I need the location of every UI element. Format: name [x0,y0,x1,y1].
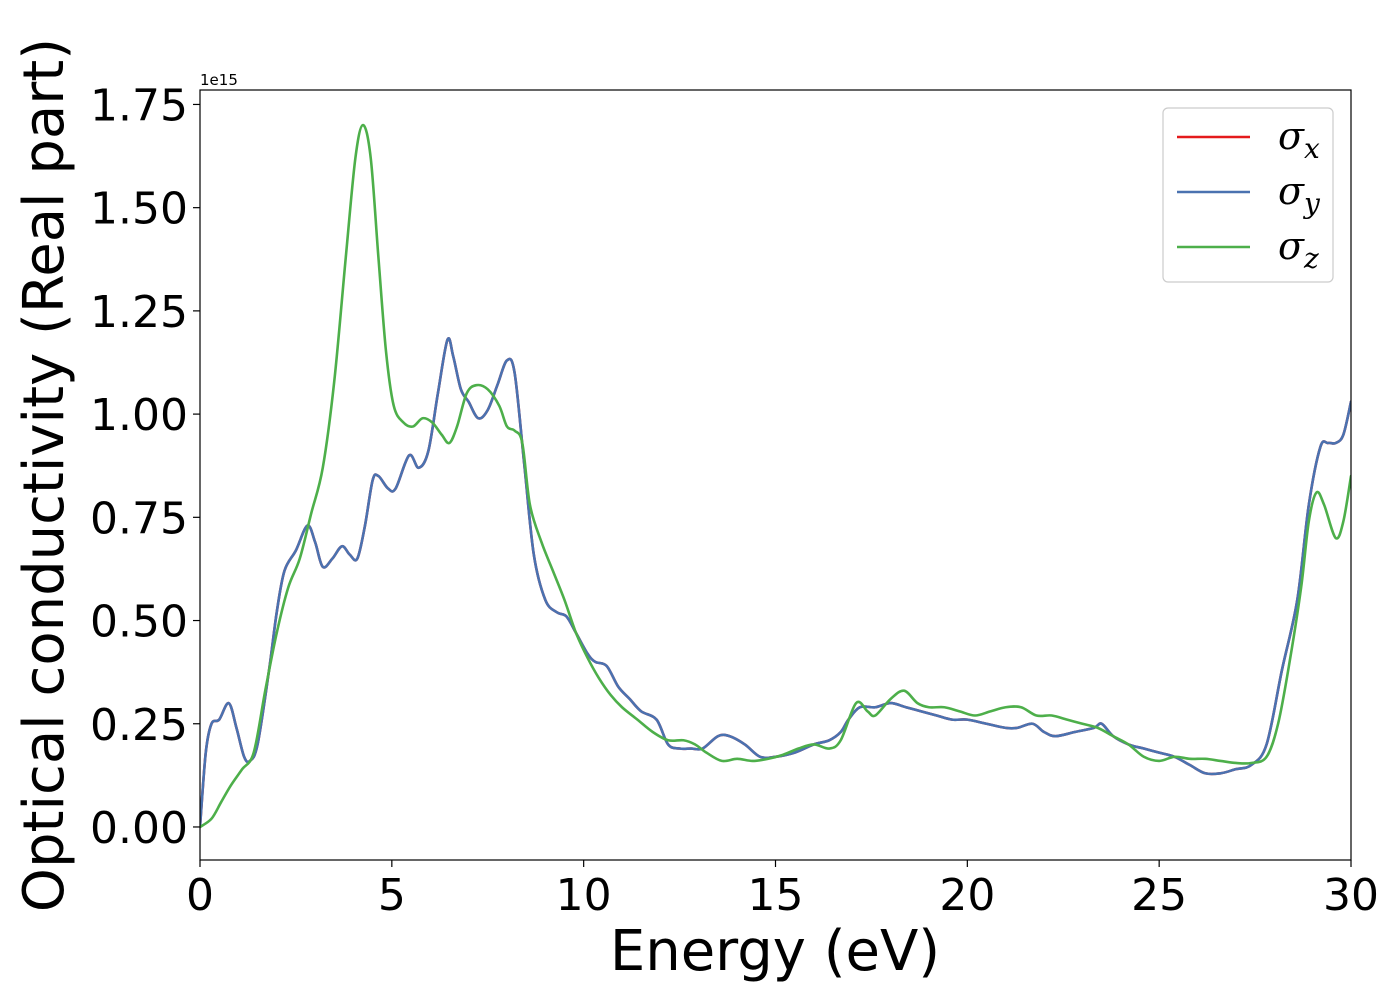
y-tick-label: 1.75 [90,80,188,131]
legend-label-z: σz [1278,224,1319,275]
y-tick-label: 0.50 [90,597,188,648]
series-line-y [200,337,1351,829]
series-line-z [200,123,1351,829]
x-tick-label: 0 [186,870,214,921]
x-tick-label: 30 [1323,870,1379,921]
series-layer [200,123,1351,829]
y-tick-label: 0.25 [90,700,188,751]
x-tick-label: 25 [1131,870,1187,921]
x-tick-label: 20 [939,870,995,921]
legend-label-x: σx [1278,114,1320,165]
x-tick-label: 10 [556,870,612,921]
x-tick-label: 5 [378,870,406,921]
legend-label-y: σy [1278,169,1321,220]
legend-box [1162,107,1334,283]
y-offset-label: 1e15 [200,71,238,89]
y-axis-label: Optical conductivity (Real part) [12,38,77,912]
y-tick-label: 1.25 [90,287,188,338]
y-axis: 0.00 0.25 0.50 0.75 1.00 1.25 1.50 1.75 [90,80,200,854]
y-tick-label: 1.50 [90,184,188,235]
x-axis: 0 5 10 15 20 25 30 [186,860,1379,921]
x-tick-label: 15 [748,870,804,921]
y-tick-label: 0.00 [90,803,188,854]
y-tick-label: 1.00 [90,390,188,441]
x-axis-label: Energy (eV) [610,919,940,984]
y-tick-label: 0.75 [90,493,188,544]
